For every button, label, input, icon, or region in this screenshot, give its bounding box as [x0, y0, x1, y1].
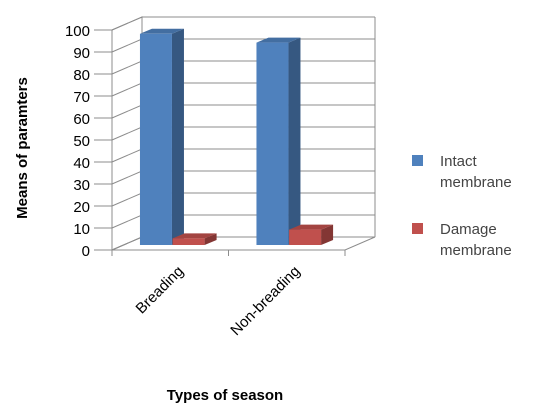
bar-top [139, 28, 184, 34]
legend-item-damage-membrane: Damage membrane [412, 221, 512, 259]
x-axis-label: Types of season [167, 387, 283, 404]
bars [139, 28, 334, 245]
legend-label: Intact [440, 153, 478, 170]
gridline [111, 16, 375, 31]
bar-damage-breading [172, 233, 217, 245]
bar-top [256, 37, 301, 43]
x-tick-label: Breading [133, 263, 187, 317]
bar-front [172, 238, 205, 245]
legend: Intact membrane Damage membrane [412, 153, 512, 259]
y-axis-label: Means of paramters [14, 77, 31, 219]
y-tick-label: 80 [73, 67, 90, 84]
bar-damage-non-breading [289, 224, 334, 245]
y-tick-label: 10 [73, 221, 90, 238]
y-tick-label: 20 [73, 199, 90, 216]
x-tick-label: Non-breading [227, 263, 303, 339]
bar-intact-non-breading [256, 37, 301, 245]
y-tick-label: 100 [65, 23, 90, 40]
y-tick-label: 0 [82, 243, 90, 260]
y-tick-label: 50 [73, 133, 90, 150]
y-tick-label: 40 [73, 155, 90, 172]
bar-intact-breading [139, 28, 184, 245]
legend-label: membrane [440, 242, 512, 259]
bar-top [172, 233, 217, 239]
bar-top [289, 224, 334, 230]
bar-side [204, 233, 217, 245]
bar-front [289, 229, 322, 245]
legend-swatch [412, 155, 423, 166]
y-tick-label: 30 [73, 177, 90, 194]
floor-outline [111, 236, 376, 251]
bar-front [139, 33, 172, 245]
bar-side [288, 37, 301, 245]
y-tick-label: 60 [73, 111, 90, 128]
legend-label: Damage [440, 221, 497, 238]
bar-front [256, 42, 289, 245]
legend-label: membrane [440, 174, 512, 191]
chart-floor [111, 236, 376, 256]
bar-side [321, 224, 334, 245]
x-tick-labels: Breading Non-breading [133, 263, 304, 339]
y-tick-label: 70 [73, 89, 90, 106]
y-tick-label: 90 [73, 45, 90, 62]
bar-side [171, 28, 184, 245]
legend-item-intact-membrane: Intact membrane [412, 153, 512, 191]
legend-swatch [412, 223, 423, 234]
y-tick-labels: 0 10 20 30 40 50 60 70 80 90 100 [65, 23, 112, 260]
